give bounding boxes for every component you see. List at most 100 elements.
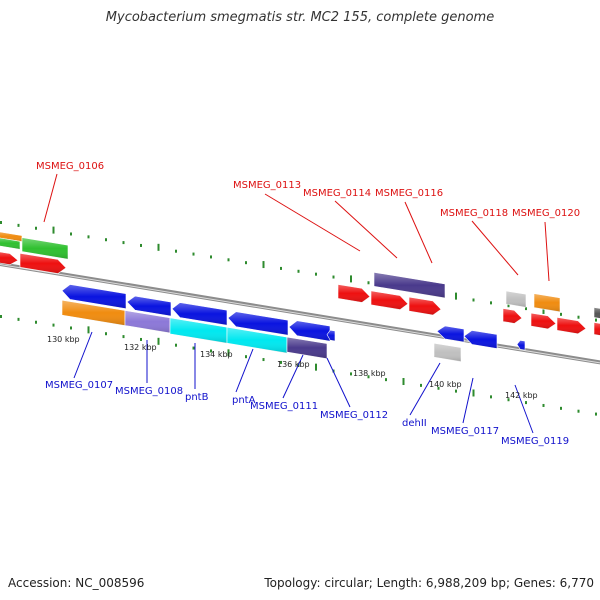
scale-label: 136 kbp <box>277 360 310 369</box>
label-msmeg-0108[interactable]: MSMEG_0108 <box>115 340 183 397</box>
label-msmeg-0119[interactable]: MSMEG_0119 <box>501 384 569 447</box>
minor-tick <box>105 238 107 242</box>
label-dehII-text: dehII <box>402 418 427 429</box>
minor-tick <box>210 349 212 353</box>
gene-red-right-shade <box>557 317 586 334</box>
gene-orange-0107-shade <box>62 300 125 326</box>
label-dehII-leader <box>409 362 441 416</box>
label-msmeg-0118-leader <box>471 220 519 276</box>
scale-labels: 130 kbp 132 kbp 134 kbp 136 kbp 138 kbp 140 k… <box>47 335 538 400</box>
minor-tick <box>332 275 335 279</box>
label-msmeg-0114[interactable]: MSMEG_0114 <box>303 188 398 259</box>
tick-dot-rows <box>0 221 597 416</box>
minor-tick <box>315 272 317 276</box>
minor-tick <box>560 312 562 316</box>
gene-green-upper-shade <box>22 237 68 260</box>
gene-cyan-pntA-shade <box>227 327 287 354</box>
minor-tick <box>245 261 247 265</box>
label-msmeg-0112[interactable]: MSMEG_0112 <box>320 357 388 421</box>
gene-red-0116-shade <box>409 297 441 316</box>
gene-features <box>0 231 600 362</box>
gene-blue-pntB-shade <box>172 302 227 326</box>
label-pntA[interactable]: pntA <box>232 348 256 406</box>
major-tick <box>472 389 475 397</box>
gene-orange-upper-left-shade <box>0 232 22 242</box>
lower-tick-row <box>0 315 597 416</box>
major-tick <box>402 378 405 386</box>
gene-red-0113-shade <box>338 284 370 303</box>
backbone-highlight <box>0 263 600 364</box>
minor-tick <box>385 378 387 382</box>
minor-tick <box>70 232 72 236</box>
label-msmeg-0112-leader <box>326 357 351 408</box>
label-msmeg-0106-leader <box>43 173 58 223</box>
scale-label: 140 kbp <box>429 380 462 389</box>
gene-grey-0118-shade <box>506 290 526 308</box>
gene-blue-small-shade <box>327 330 335 341</box>
label-msmeg-0114-leader <box>334 200 398 259</box>
gene-orange-0120-shade <box>534 293 560 312</box>
label-msmeg-0113-text: MSMEG_0113 <box>233 180 301 191</box>
gene-blue-0108-shade <box>127 296 171 317</box>
scale-label: 142 kbp <box>505 391 538 400</box>
minor-tick <box>140 243 142 247</box>
label-msmeg-0120-leader <box>544 221 550 282</box>
label-msmeg-0107[interactable]: MSMEG_0107 <box>45 331 113 391</box>
gene-grey-dehII-shade <box>434 343 461 362</box>
minor-tick <box>227 258 230 262</box>
minor-tick <box>280 360 282 364</box>
label-msmeg-0120-text: MSMEG_0120 <box>512 208 580 219</box>
label-msmeg-0107-text: MSMEG_0107 <box>45 380 113 391</box>
genome-backbone <box>0 261 600 365</box>
label-msmeg-0113[interactable]: MSMEG_0113 <box>233 180 361 252</box>
label-msmeg-0116-text: MSMEG_0116 <box>375 188 443 199</box>
major-tick <box>542 306 545 314</box>
gene-navy-0111-shade <box>287 337 327 359</box>
minor-tick <box>122 335 125 339</box>
label-msmeg-0112-text: MSMEG_0112 <box>320 410 388 421</box>
gene-blue-0111-shade <box>289 320 330 342</box>
label-dehII[interactable]: dehII <box>402 362 441 429</box>
label-msmeg-0118[interactable]: MSMEG_0118 <box>440 208 519 276</box>
minor-tick <box>455 389 457 393</box>
minor-tick <box>175 343 177 347</box>
label-msmeg-0117[interactable]: MSMEG_0117 <box>431 377 499 437</box>
minor-tick <box>560 406 562 410</box>
gene-dark-edge-shade <box>594 307 600 319</box>
gene-blue-dehII-shade <box>437 325 464 343</box>
minor-tick <box>192 252 195 256</box>
label-msmeg-0111[interactable]: MSMEG_0111 <box>250 354 318 412</box>
gene-blue-0107-shade <box>62 284 126 309</box>
minor-tick <box>0 221 2 224</box>
label-msmeg-0111-leader <box>282 354 304 399</box>
gene-blue-0119-shade <box>517 340 525 351</box>
label-msmeg-0117-text: MSMEG_0117 <box>431 426 499 437</box>
minor-tick <box>525 307 527 311</box>
minor-tick <box>0 315 2 318</box>
major-tick <box>262 261 265 269</box>
minor-tick <box>297 269 300 273</box>
label-msmeg-0114-text: MSMEG_0114 <box>303 188 371 199</box>
label-msmeg-0119-text: MSMEG_0119 <box>501 436 569 447</box>
minor-tick <box>122 241 125 245</box>
minor-tick <box>350 372 352 376</box>
gene-red-edge-shade <box>594 322 600 336</box>
minor-tick <box>35 320 37 324</box>
minor-tick <box>192 346 195 350</box>
label-msmeg-0117-leader <box>462 377 474 424</box>
label-msmeg-0111-text: MSMEG_0111 <box>250 401 318 412</box>
minor-tick <box>595 318 597 322</box>
label-pntB[interactable]: pntB <box>185 343 209 403</box>
label-msmeg-0120[interactable]: MSMEG_0120 <box>512 208 580 282</box>
label-msmeg-0116[interactable]: MSMEG_0116 <box>375 188 443 264</box>
minor-tick <box>420 383 422 387</box>
label-msmeg-0106[interactable]: MSMEG_0106 <box>36 161 104 223</box>
minor-tick <box>70 326 72 330</box>
label-msmeg-0113-leader <box>264 193 361 252</box>
gene-violet-0108-shade <box>125 310 170 333</box>
label-msmeg-0116-leader <box>404 201 433 264</box>
minor-tick <box>472 298 475 302</box>
major-tick <box>52 226 55 234</box>
